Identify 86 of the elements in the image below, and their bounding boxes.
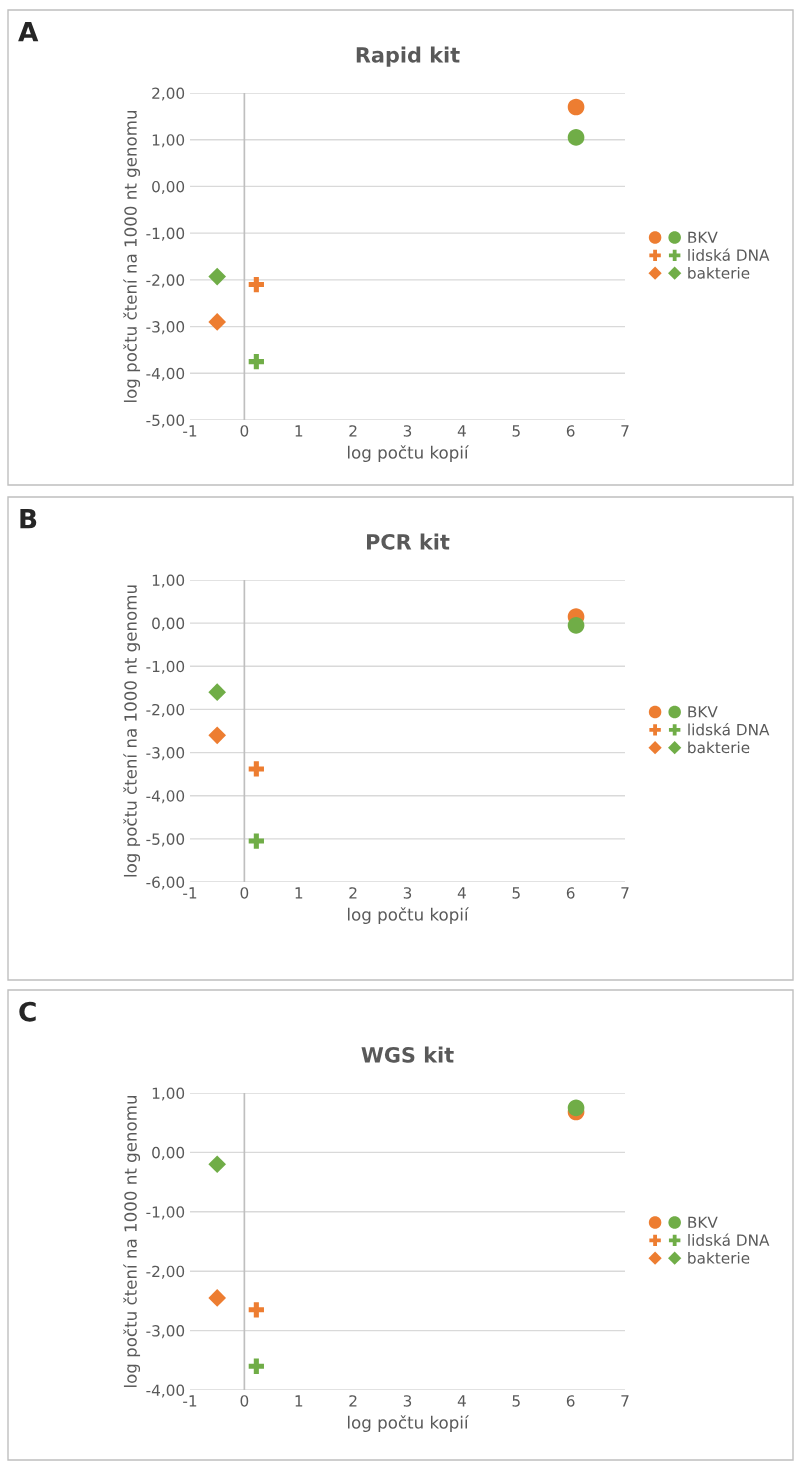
x-tick-label: 0 bbox=[240, 425, 249, 437]
point bbox=[567, 129, 585, 146]
x-tick-label: 3 bbox=[403, 1395, 412, 1407]
point bbox=[248, 1302, 264, 1318]
y-tick-label: -3,00 bbox=[146, 321, 185, 335]
x-tick-label: 4 bbox=[457, 887, 466, 899]
x-tick-label: 0 bbox=[240, 887, 249, 899]
point bbox=[567, 98, 585, 116]
x-tick-label: 7 bbox=[621, 1395, 629, 1407]
x-tick-label: 7 bbox=[621, 425, 629, 437]
y-tick-label: 1,00 bbox=[152, 1087, 185, 1101]
y-tick-label: -2,00 bbox=[146, 703, 185, 718]
point bbox=[208, 683, 227, 702]
y-tick-label: -1,00 bbox=[146, 1206, 185, 1220]
point bbox=[208, 726, 227, 745]
chart-title: PCR kit bbox=[367, 533, 450, 550]
x-tick-label: 6 bbox=[566, 887, 575, 899]
x-axis-title: log počtu kopií bbox=[348, 907, 469, 924]
y-tick-label: -3,00 bbox=[146, 747, 185, 761]
point bbox=[208, 1155, 227, 1174]
chart-title: Rapid kit bbox=[356, 46, 460, 67]
y-tick-label: -2,00 bbox=[146, 274, 185, 288]
chart-title: WGS kit bbox=[361, 1046, 454, 1063]
x-tick-label: 6 bbox=[566, 1395, 575, 1407]
point bbox=[248, 276, 264, 293]
x-tick-label: 3 bbox=[403, 887, 412, 899]
text: A bbox=[18, 22, 39, 42]
y-tick-label: -4,00 bbox=[146, 1384, 185, 1398]
legend-label: bakterie bbox=[688, 266, 750, 279]
legend-label: lidská DNA bbox=[688, 248, 770, 261]
y-tick-label: -5,00 bbox=[146, 414, 185, 428]
y-tick-label: -3,00 bbox=[146, 1325, 185, 1339]
y-axis-title: log počtu čtení na 1000 nt genomu bbox=[123, 110, 141, 402]
x-tick-label: 7 bbox=[621, 887, 629, 899]
legend-label: BKV bbox=[688, 1216, 718, 1228]
x-tick-label: 3 bbox=[403, 425, 412, 437]
x-tick-label: 6 bbox=[566, 425, 575, 437]
y-tick-label: 1,00 bbox=[152, 134, 185, 148]
legend-label: bakterie bbox=[688, 1251, 750, 1264]
legend-label: BKV bbox=[688, 231, 718, 243]
x-tick-label: 4 bbox=[457, 1395, 466, 1407]
y-axis-title: log počtu čtení na 1000 nt genomu bbox=[123, 1095, 141, 1387]
y-tick-label: -5,00 bbox=[146, 833, 185, 847]
text: C bbox=[19, 1001, 36, 1022]
y-tick-label: -4,00 bbox=[146, 367, 185, 381]
x-tick-label: 1 bbox=[295, 887, 303, 899]
x-tick-label: -1 bbox=[183, 1395, 197, 1407]
y-tick-label: 0,00 bbox=[152, 180, 185, 195]
x-tick-label: 5 bbox=[512, 887, 520, 899]
x-tick-label: -1 bbox=[183, 425, 197, 437]
text: B bbox=[20, 509, 37, 529]
x-tick-label: 2 bbox=[349, 887, 357, 899]
y-tick-label: -4,00 bbox=[146, 790, 185, 804]
x-axis-title: log počtu kopií bbox=[348, 445, 469, 462]
point bbox=[208, 267, 227, 286]
x-tick-label: 5 bbox=[512, 1395, 520, 1407]
y-tick-label: 0,00 bbox=[152, 617, 185, 631]
point bbox=[208, 1289, 227, 1307]
legend-label: lidská DNA bbox=[688, 723, 770, 736]
y-tick-label: -1,00 bbox=[146, 660, 185, 674]
legend-label: lidská DNA bbox=[688, 1233, 770, 1246]
point bbox=[248, 761, 264, 777]
x-axis-title: log počtu kopií bbox=[348, 1415, 469, 1432]
x-tick-label: 4 bbox=[457, 425, 466, 437]
y-axis-title: log počtu čtení na 1000 nt genomu bbox=[123, 585, 141, 877]
point bbox=[567, 1099, 585, 1117]
x-tick-label: 0 bbox=[240, 1395, 249, 1407]
point bbox=[248, 833, 264, 849]
y-tick-label: 2,00 bbox=[152, 87, 185, 101]
y-tick-label: -1,00 bbox=[146, 227, 185, 241]
legend-label: BKV bbox=[688, 706, 718, 718]
y-tick-label: -2,00 bbox=[146, 1265, 185, 1279]
point bbox=[248, 1358, 264, 1374]
y-tick-label: 1,00 bbox=[152, 574, 185, 588]
x-tick-label: 1 bbox=[295, 425, 303, 437]
point bbox=[208, 313, 227, 331]
point bbox=[248, 353, 264, 370]
legend-label: bakterie bbox=[688, 741, 750, 754]
x-tick-label: 2 bbox=[349, 1395, 357, 1407]
x-tick-label: 5 bbox=[512, 425, 520, 437]
x-tick-label: 1 bbox=[295, 1395, 303, 1407]
y-tick-label: -6,00 bbox=[146, 876, 185, 890]
x-tick-label: 2 bbox=[349, 425, 357, 437]
y-tick-label: 0,00 bbox=[152, 1146, 185, 1160]
x-tick-label: -1 bbox=[183, 887, 197, 899]
point bbox=[567, 616, 585, 634]
